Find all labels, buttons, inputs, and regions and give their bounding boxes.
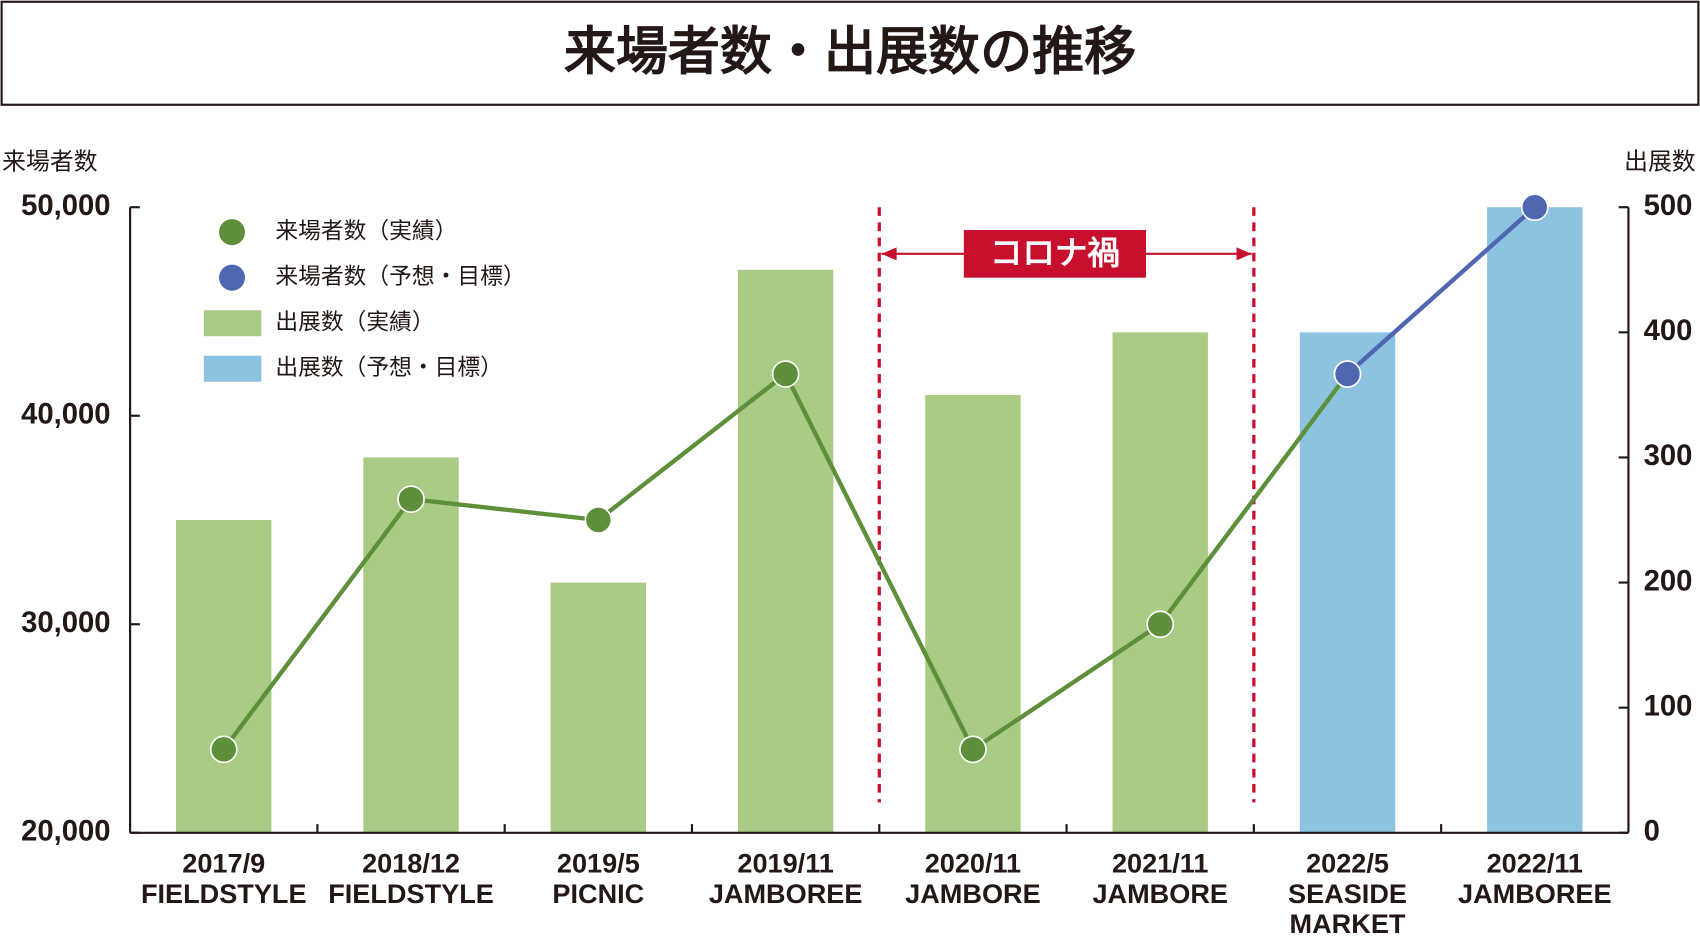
y-tick-label: 30,000 [21,607,111,639]
legend-label: 来場者数（予想・目標） [275,264,525,290]
point [397,485,425,513]
x-tick-label: SEASIDE [1288,878,1407,909]
x-tick-label: 2022/5 [1306,847,1389,878]
point [771,360,800,388]
x-tick-label: 2022/11 [1487,847,1583,878]
x-tick-label: 2020/11 [925,847,1021,878]
y2-tick-label: 100 [1644,690,1693,722]
legend-marker [203,355,262,382]
x-tick-label: FIELDSTYLE [328,878,494,909]
legend-label: 来場者数（実績） [275,219,457,245]
y-tick-label: 50,000 [21,190,111,222]
legend-marker [219,264,246,291]
point [1333,360,1362,388]
x-tick-label: 2021/11 [1112,847,1208,878]
legend-marker [219,219,246,246]
bar [550,582,647,833]
bar [925,394,1021,833]
x-tick-label: 2019/5 [557,847,640,878]
x-tick-label: JAMBOREE [1458,878,1612,909]
x-tick-label: JAMBORE [905,878,1040,909]
y-axis-label: 来場者数 [2,147,98,175]
legend-label: 出展数（予想・目標） [275,355,502,381]
point [959,735,987,764]
y2-axis-label: 出展数 [1624,147,1696,175]
annotation-label: コロナ禍 [990,234,1120,272]
x-tick-label: 2019/11 [737,847,833,878]
bar [363,457,459,833]
y-tick-label: 20,000 [21,816,111,848]
bar [176,519,272,833]
x-tick-label: PICNIC [552,878,644,909]
y2-tick-label: 500 [1644,190,1693,222]
y2-tick-label: 0 [1644,816,1660,848]
chart-title: 来場者数・出展数の推移 [564,22,1136,82]
y2-tick-label: 200 [1644,565,1693,597]
x-tick-label: FIELDSTYLE [141,878,307,909]
x-tick-label: 2018/12 [362,847,460,878]
bar [1487,207,1583,833]
annotation-box [963,229,1146,278]
x-tick-label: 2017/9 [182,847,265,878]
point [1146,610,1175,639]
point [584,506,613,534]
x-tick-label: JAMBORE [1092,878,1227,909]
x-tick-label: JAMBOREE [709,878,863,909]
x-tick-label: MARKET [1290,908,1406,937]
title-box [0,0,1700,106]
y-tick-label: 40,000 [21,398,111,430]
bar [737,269,834,833]
line [1346,205,1537,376]
legend-label: 出展数（実績） [275,310,434,336]
point [1520,193,1549,222]
point [209,735,238,764]
y2-tick-label: 300 [1644,440,1693,472]
legend-marker [203,310,262,337]
y2-tick-label: 400 [1644,315,1693,347]
bar [1299,332,1396,833]
